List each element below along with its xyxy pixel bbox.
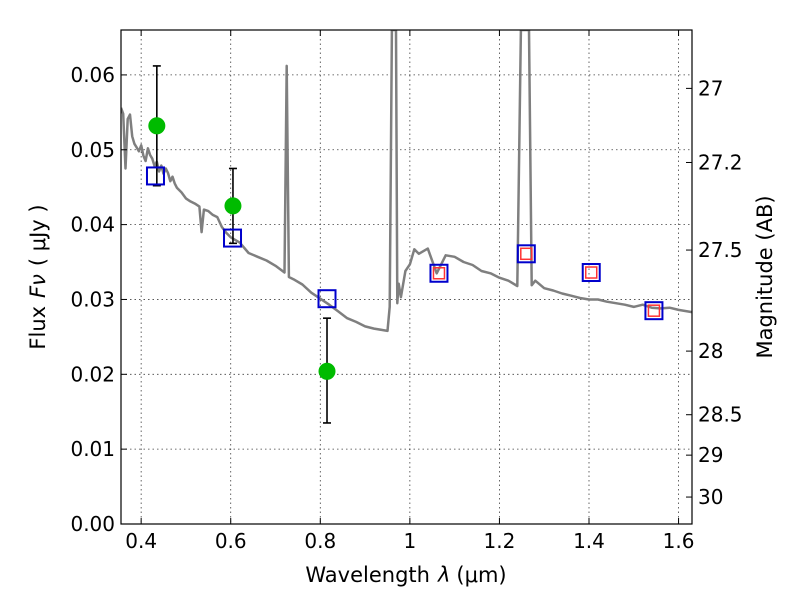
upper-limit-marker (520, 247, 533, 261)
y2-axis: 27 27.2 27.5 28 28.5 29 30 (686, 76, 743, 509)
y-axis-label: Flux (26, 306, 50, 350)
model-photometry-marker (644, 301, 664, 321)
y2-tick-label: 28 (698, 339, 723, 363)
x-tick-label: 1.4 (573, 529, 605, 553)
observed-photometry-point (224, 197, 242, 215)
model-photometry-marker (516, 244, 536, 264)
y-tick-label: 0.03 (70, 287, 115, 311)
x-tick-label: 1.6 (663, 529, 695, 553)
series-layer (121, 30, 692, 424)
x-axis-title: Wavelength λ (μm) (305, 563, 506, 587)
x-axis: 0.4 0.6 0.8 1 1.2 1.4 1.6 (125, 30, 694, 553)
x-axis-unit: (μm) (456, 563, 506, 587)
model-photometry-marker (145, 166, 165, 186)
x-tick-label: 1 (403, 529, 416, 553)
observed-photometry-point (148, 117, 166, 135)
model-photometry-marker (429, 263, 449, 283)
x-tick-label: 0.4 (125, 529, 157, 553)
model-photometry-marker (223, 228, 243, 248)
x-axis-label: Wavelength (305, 563, 430, 587)
y2-tick-label: 27.5 (698, 238, 743, 262)
y-axis: 0.00 0.01 0.02 0.03 0.04 0.05 0.06 (70, 63, 127, 536)
y2-tick-label: 29 (698, 443, 723, 467)
y-axis-title: Flux Fν ( μJy ) (26, 204, 50, 349)
plot-area (121, 30, 692, 424)
y2-tick-label: 27.2 (698, 150, 743, 174)
x-tick-label: 0.8 (304, 529, 336, 553)
plot-frame (120, 29, 693, 525)
x-tick-label: 0.6 (215, 529, 247, 553)
upper-limit-marker (647, 304, 661, 317)
model-photometry-marker (317, 289, 337, 309)
observed-photometry-point (318, 362, 336, 380)
grid-lines (121, 30, 692, 525)
y2-tick-label: 27 (698, 76, 723, 100)
y-tick-label: 0.01 (70, 437, 115, 461)
upper-limit-marker (432, 267, 446, 280)
model-photometry-marker (581, 263, 601, 283)
upper-limit-marker (584, 266, 598, 279)
y-tick-label: 0.04 (70, 213, 115, 237)
y2-axis-title: Magnitude (AB) (753, 195, 777, 358)
y-tick-label: 0.02 (70, 362, 115, 386)
y2-tick-label: 28.5 (698, 403, 743, 427)
sed-model-line (121, 30, 692, 333)
x-axis-symbol: λ (437, 563, 450, 587)
y-tick-label: 0.00 (70, 512, 115, 536)
x-tick-label: 1.2 (484, 529, 516, 553)
y-axis-symbol: Fν (26, 274, 50, 298)
y-tick-label: 0.05 (70, 138, 115, 162)
y-axis-unit: ( μJy ) (26, 204, 50, 266)
y-tick-label: 0.06 (70, 63, 115, 87)
y2-tick-label: 30 (698, 485, 723, 509)
